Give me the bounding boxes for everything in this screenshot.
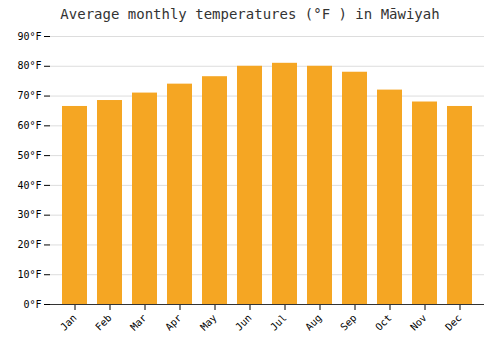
svg-text:80°F: 80°F: [17, 60, 41, 71]
svg-text:50°F: 50°F: [17, 150, 41, 161]
svg-text:Apr: Apr: [163, 312, 184, 333]
svg-text:60°F: 60°F: [17, 120, 41, 131]
svg-text:Jun: Jun: [233, 312, 254, 333]
svg-text:20°F: 20°F: [17, 239, 41, 250]
svg-text:Aug: Aug: [303, 312, 324, 333]
svg-text:Jul: Jul: [268, 312, 289, 333]
svg-text:40°F: 40°F: [17, 180, 41, 191]
svg-text:Mar: Mar: [128, 312, 149, 333]
svg-text:Oct: Oct: [373, 312, 394, 333]
svg-text:Sep: Sep: [338, 312, 359, 333]
svg-text:Feb: Feb: [93, 312, 114, 333]
svg-text:70°F: 70°F: [17, 90, 41, 101]
svg-text:Jan: Jan: [58, 312, 79, 333]
svg-text:May: May: [198, 312, 219, 333]
svg-text:Dec: Dec: [443, 312, 464, 333]
html-text:Average monthly temperatures (: Average monthly temperatures (°F ) in Mā…: [60, 6, 440, 22]
svg-text:Nov: Nov: [408, 312, 429, 333]
svg-text:30°F: 30°F: [17, 209, 41, 220]
svg-text:90°F: 90°F: [17, 31, 41, 42]
svg-text:0°F: 0°F: [23, 299, 41, 310]
svg-text:10°F: 10°F: [17, 269, 41, 280]
